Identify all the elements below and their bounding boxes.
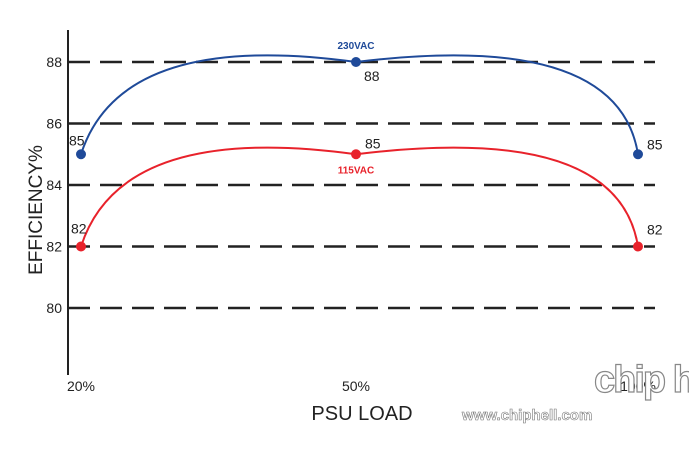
y-axis-label: EFFICIENCY% (26, 145, 47, 275)
data-labels: 85 88 85 82 85 82 (69, 68, 663, 238)
watermark-site-text: www.chiphell.com (461, 407, 592, 424)
data-point-230VAC (351, 57, 361, 67)
series-tags: 230VAC 115VAC (337, 41, 374, 176)
watermark-logo: chip hell (593, 358, 689, 401)
x-axis-label: PSU LOAD (311, 403, 412, 425)
series-tag-230VAC: 230VAC (337, 41, 374, 52)
grid-lines (68, 60, 655, 310)
watermark-logo-text: chip hell (594, 359, 689, 401)
data-label-115VAC: 85 (365, 135, 381, 151)
data-point-115VAC (351, 149, 361, 160)
data-label-115VAC: 82 (647, 222, 663, 238)
data-label-230VAC: 85 (647, 136, 663, 152)
x-tick-label: 50% (342, 378, 370, 394)
x-tick-label: 100% (620, 378, 656, 394)
data-point-115VAC (633, 241, 643, 252)
data-label-230VAC: 85 (69, 132, 85, 148)
data-point-115VAC (76, 241, 86, 252)
y-tick-label: 82 (46, 239, 62, 255)
series-line-230VAC (80, 54, 639, 155)
y-tick-label: 88 (46, 54, 62, 70)
series-tag-115VAC: 115VAC (338, 165, 375, 176)
y-tick-label: 84 (46, 177, 62, 193)
series-line-115VAC (80, 146, 639, 247)
y-tick-label: 80 (46, 300, 62, 316)
x-tick-labels: 20% 50% 100% (67, 378, 656, 394)
y-tick-label: 86 (46, 116, 62, 132)
data-label-115VAC: 82 (71, 221, 87, 237)
data-point-230VAC (76, 149, 86, 160)
data-label-230VAC: 88 (364, 68, 380, 84)
x-tick-label: 20% (67, 378, 95, 394)
data-point-230VAC (633, 149, 643, 160)
series-points (76, 57, 643, 252)
y-tick-labels: 80 82 84 86 88 (46, 54, 62, 316)
